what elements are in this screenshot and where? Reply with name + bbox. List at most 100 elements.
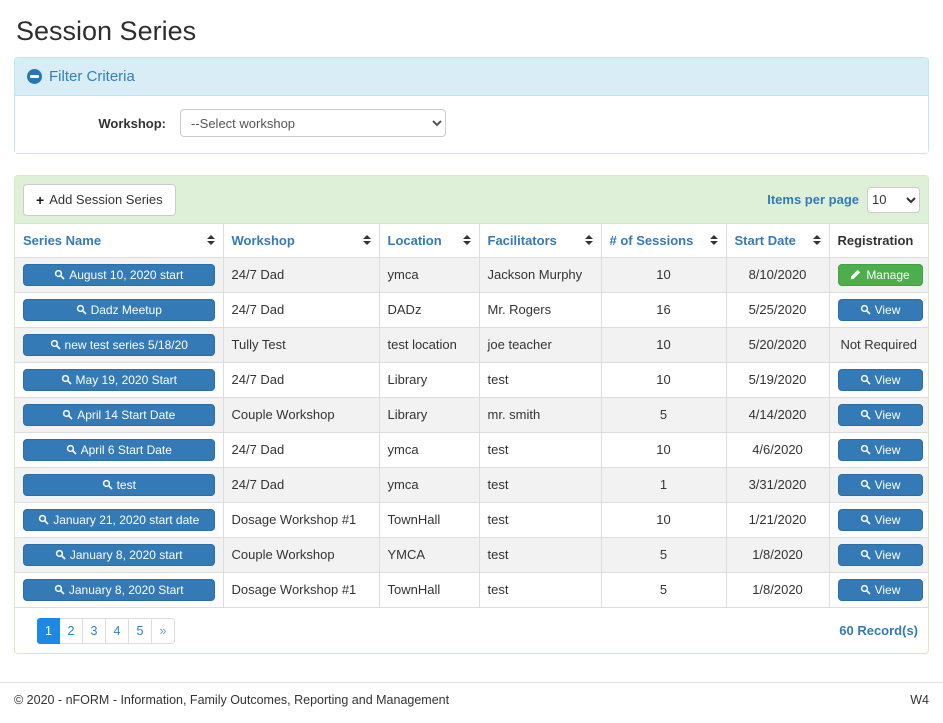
table-row: April 14 Start Date Couple Workshop Librar… <box>15 396 928 432</box>
search-icon <box>54 585 65 595</box>
column-header-workshop[interactable]: Workshop <box>223 224 380 258</box>
workshop-cell: 24/7 Dad <box>223 361 380 397</box>
sessions-cell: 10 <box>601 361 727 397</box>
series-name-button[interactable]: May 19, 2020 Start <box>23 368 215 391</box>
workshop-cell: Dosage Workshop #1 <box>223 501 380 537</box>
filter-criteria-header[interactable]: Filter Criteria <box>15 58 928 96</box>
page-button-5[interactable]: 5 <box>129 617 152 644</box>
workshop-cell: Dosage Workshop #1 <box>223 571 380 607</box>
location-cell: ymca <box>379 431 480 467</box>
registration-button-label: View <box>874 547 901 562</box>
series-name-button[interactable]: new test series 5/18/20 <box>23 333 215 356</box>
start-date-cell: 4/14/2020 <box>726 396 830 432</box>
search-icon <box>860 479 871 490</box>
page-button-3[interactable]: 3 <box>83 617 106 644</box>
search-icon <box>50 339 61 350</box>
page-button-2[interactable]: 2 <box>60 617 83 644</box>
table-row: August 10, 2020 start 24/7 Dad ymca Jackson… <box>15 256 928 292</box>
series-name-label: August 10, 2020 start <box>69 267 184 282</box>
column-label: Workshop <box>231 232 295 248</box>
page-button-4[interactable]: 4 <box>106 617 129 644</box>
search-icon <box>55 549 66 560</box>
column-header-facilitators[interactable]: Facilitators <box>479 224 602 258</box>
workshop-cell: Couple Workshop <box>223 536 380 572</box>
search-icon <box>860 549 871 560</box>
collapse-minus-icon[interactable] <box>27 69 42 84</box>
sort-icon[interactable] <box>812 235 821 246</box>
sort-icon[interactable] <box>462 235 471 246</box>
registration-button-label: View <box>874 582 901 597</box>
registration-cell: View <box>829 431 928 467</box>
view-button[interactable]: View <box>837 368 923 391</box>
view-button[interactable]: View <box>837 473 923 496</box>
series-name-button[interactable]: August 10, 2020 start <box>23 263 215 286</box>
series-name-button[interactable]: April 6 Start Date <box>23 438 215 461</box>
registration-cell: View <box>829 361 928 397</box>
series-name-button[interactable]: Dadz Meetup <box>23 298 215 321</box>
column-header-start-date[interactable]: Start Date <box>726 224 830 258</box>
sort-icon[interactable] <box>584 235 593 246</box>
series-name-button[interactable]: January 21, 2020 start date <box>23 508 215 531</box>
view-button[interactable]: View <box>837 298 923 321</box>
location-cell: TownHall <box>379 571 480 607</box>
series-name-button[interactable]: test <box>23 473 215 496</box>
registration-cell: View <box>829 291 928 327</box>
plus-icon: + <box>36 191 45 208</box>
series-name-label: new test series 5/18/20 <box>64 337 188 352</box>
column-header-registration: Registration <box>829 224 928 258</box>
registration-button-label: View <box>874 442 901 457</box>
manage-button[interactable]: Manage <box>837 263 923 286</box>
pencil-icon <box>851 269 861 280</box>
sessions-cell: 5 <box>601 571 727 607</box>
workshop-label: Workshop: <box>98 115 166 131</box>
series-name-label: April 14 Start Date <box>77 407 176 422</box>
column-header-of-sessions[interactable]: # of Sessions <box>601 224 727 258</box>
search-icon <box>860 374 871 385</box>
facilitators-cell: test <box>479 536 602 572</box>
items-per-page-select[interactable]: 10 <box>867 186 920 213</box>
pagination: 1 2 3 4 5» <box>37 617 175 644</box>
sort-icon[interactable] <box>206 235 215 246</box>
location-cell: test location <box>379 326 480 362</box>
start-date-cell: 1/8/2020 <box>726 536 830 572</box>
column-header-series-name[interactable]: Series Name <box>15 224 224 258</box>
page-button-1[interactable]: 1 <box>37 617 60 644</box>
next-page-button[interactable]: » <box>152 617 175 644</box>
search-icon <box>860 304 871 315</box>
session-series-panel: + Add Session Series Items per page 10 S… <box>14 175 929 654</box>
registration-cell: View <box>829 571 928 607</box>
view-button[interactable]: View <box>837 403 923 426</box>
column-label: Start Date <box>734 232 796 248</box>
workshop-cell: 24/7 Dad <box>223 431 380 467</box>
page-container: Session Series Filter Criteria Workshop:… <box>14 16 929 654</box>
table-row: Dadz Meetup 24/7 Dad DADz Mr. Rogers 16 5/25/… <box>15 291 928 327</box>
workshop-cell: 24/7 Dad <box>223 256 380 292</box>
registration-status-text: Not Required <box>840 337 918 352</box>
search-icon <box>55 269 65 280</box>
add-session-series-button[interactable]: + Add Session Series <box>23 183 176 216</box>
series-name-button[interactable]: January 8, 2020 Start <box>23 578 215 601</box>
filter-criteria-title: Filter Criteria <box>49 68 135 85</box>
table-row: April 6 Start Date 24/7 Dad ymca test 10 4/6/… <box>15 431 928 467</box>
series-name-button[interactable]: January 8, 2020 start <box>23 543 215 566</box>
sort-icon[interactable] <box>362 235 371 246</box>
workshop-cell: 24/7 Dad <box>223 466 380 502</box>
start-date-cell: 1/21/2020 <box>726 501 830 537</box>
environment-label: W4 <box>910 693 929 707</box>
view-button[interactable]: View <box>837 508 923 531</box>
series-name-label: Dadz Meetup <box>90 302 162 317</box>
registration-button-label: View <box>874 372 901 387</box>
series-name-button[interactable]: April 14 Start Date <box>23 403 215 426</box>
sort-icon[interactable] <box>709 235 718 246</box>
view-button[interactable]: View <box>837 543 923 566</box>
workshop-select[interactable]: --Select workshop <box>180 109 446 137</box>
view-button[interactable]: View <box>837 578 923 601</box>
view-button[interactable]: View <box>837 438 923 461</box>
table-footer: 1 2 3 4 5» 60 Record(s) <box>15 607 928 653</box>
column-header-location[interactable]: Location <box>379 224 480 258</box>
facilitators-cell: test <box>479 431 602 467</box>
start-date-cell: 5/20/2020 <box>726 326 830 362</box>
search-icon <box>860 585 871 595</box>
search-icon <box>860 409 871 420</box>
registration-button-label: View <box>874 477 901 492</box>
